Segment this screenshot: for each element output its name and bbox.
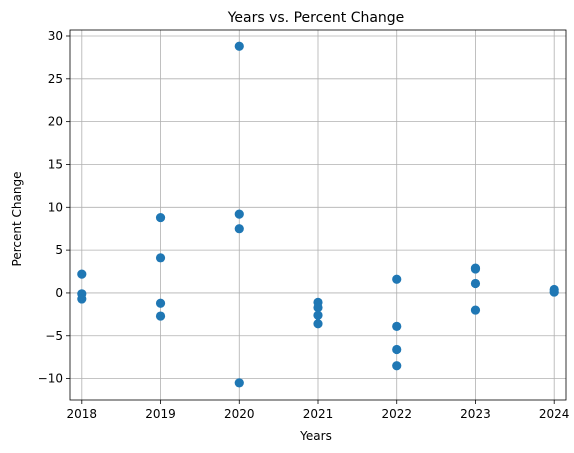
y-axis-label: Percent Change xyxy=(10,172,24,267)
data-point xyxy=(234,209,244,219)
y-tick-label: 15 xyxy=(48,157,63,171)
grid xyxy=(70,30,566,400)
data-point xyxy=(392,361,402,371)
x-tick-label: 2020 xyxy=(224,407,255,421)
data-point xyxy=(155,253,166,263)
x-tick-label: 2024 xyxy=(539,407,570,421)
data-point xyxy=(77,269,87,279)
plot-frame xyxy=(69,29,567,401)
y-tick-label: −10 xyxy=(38,372,63,386)
x-tick-label: 2021 xyxy=(303,407,334,421)
data-point xyxy=(155,298,166,308)
data-point xyxy=(549,287,559,297)
data-point xyxy=(234,224,244,234)
data-point xyxy=(313,319,323,329)
x-axis-label: Years xyxy=(299,429,332,443)
data-point xyxy=(234,378,244,388)
x-tick-label: 2018 xyxy=(67,407,98,421)
data-point xyxy=(77,294,87,304)
y-tick-label: 0 xyxy=(55,286,63,300)
y-axis-ticks: −10 −5 0 5 10 15 20 25 30 xyxy=(38,29,70,386)
data-point xyxy=(155,212,166,223)
data-point xyxy=(470,264,481,274)
y-tick-label: 30 xyxy=(48,29,63,43)
y-tick-label: 5 xyxy=(55,243,63,257)
data-point xyxy=(392,274,402,284)
x-axis-ticks: 2018 2019 2020 2021 2022 2023 2024 xyxy=(67,400,570,421)
y-tick-label: 20 xyxy=(48,115,63,129)
x-tick-label: 2023 xyxy=(460,407,491,421)
data-point xyxy=(470,278,481,289)
data-point xyxy=(470,305,481,315)
data-point xyxy=(313,310,323,320)
data-point xyxy=(392,321,402,331)
y-tick-label: −5 xyxy=(45,329,63,343)
y-tick-label: 10 xyxy=(48,200,63,214)
data-point xyxy=(155,311,166,321)
data-point xyxy=(234,41,244,51)
chart-title: Years vs. Percent Change xyxy=(227,10,405,26)
x-tick-label: 2019 xyxy=(145,407,176,421)
data-points xyxy=(77,41,559,388)
data-point xyxy=(313,302,323,313)
x-tick-label: 2022 xyxy=(381,407,412,421)
data-point xyxy=(392,344,402,355)
y-tick-label: 25 xyxy=(48,72,63,86)
